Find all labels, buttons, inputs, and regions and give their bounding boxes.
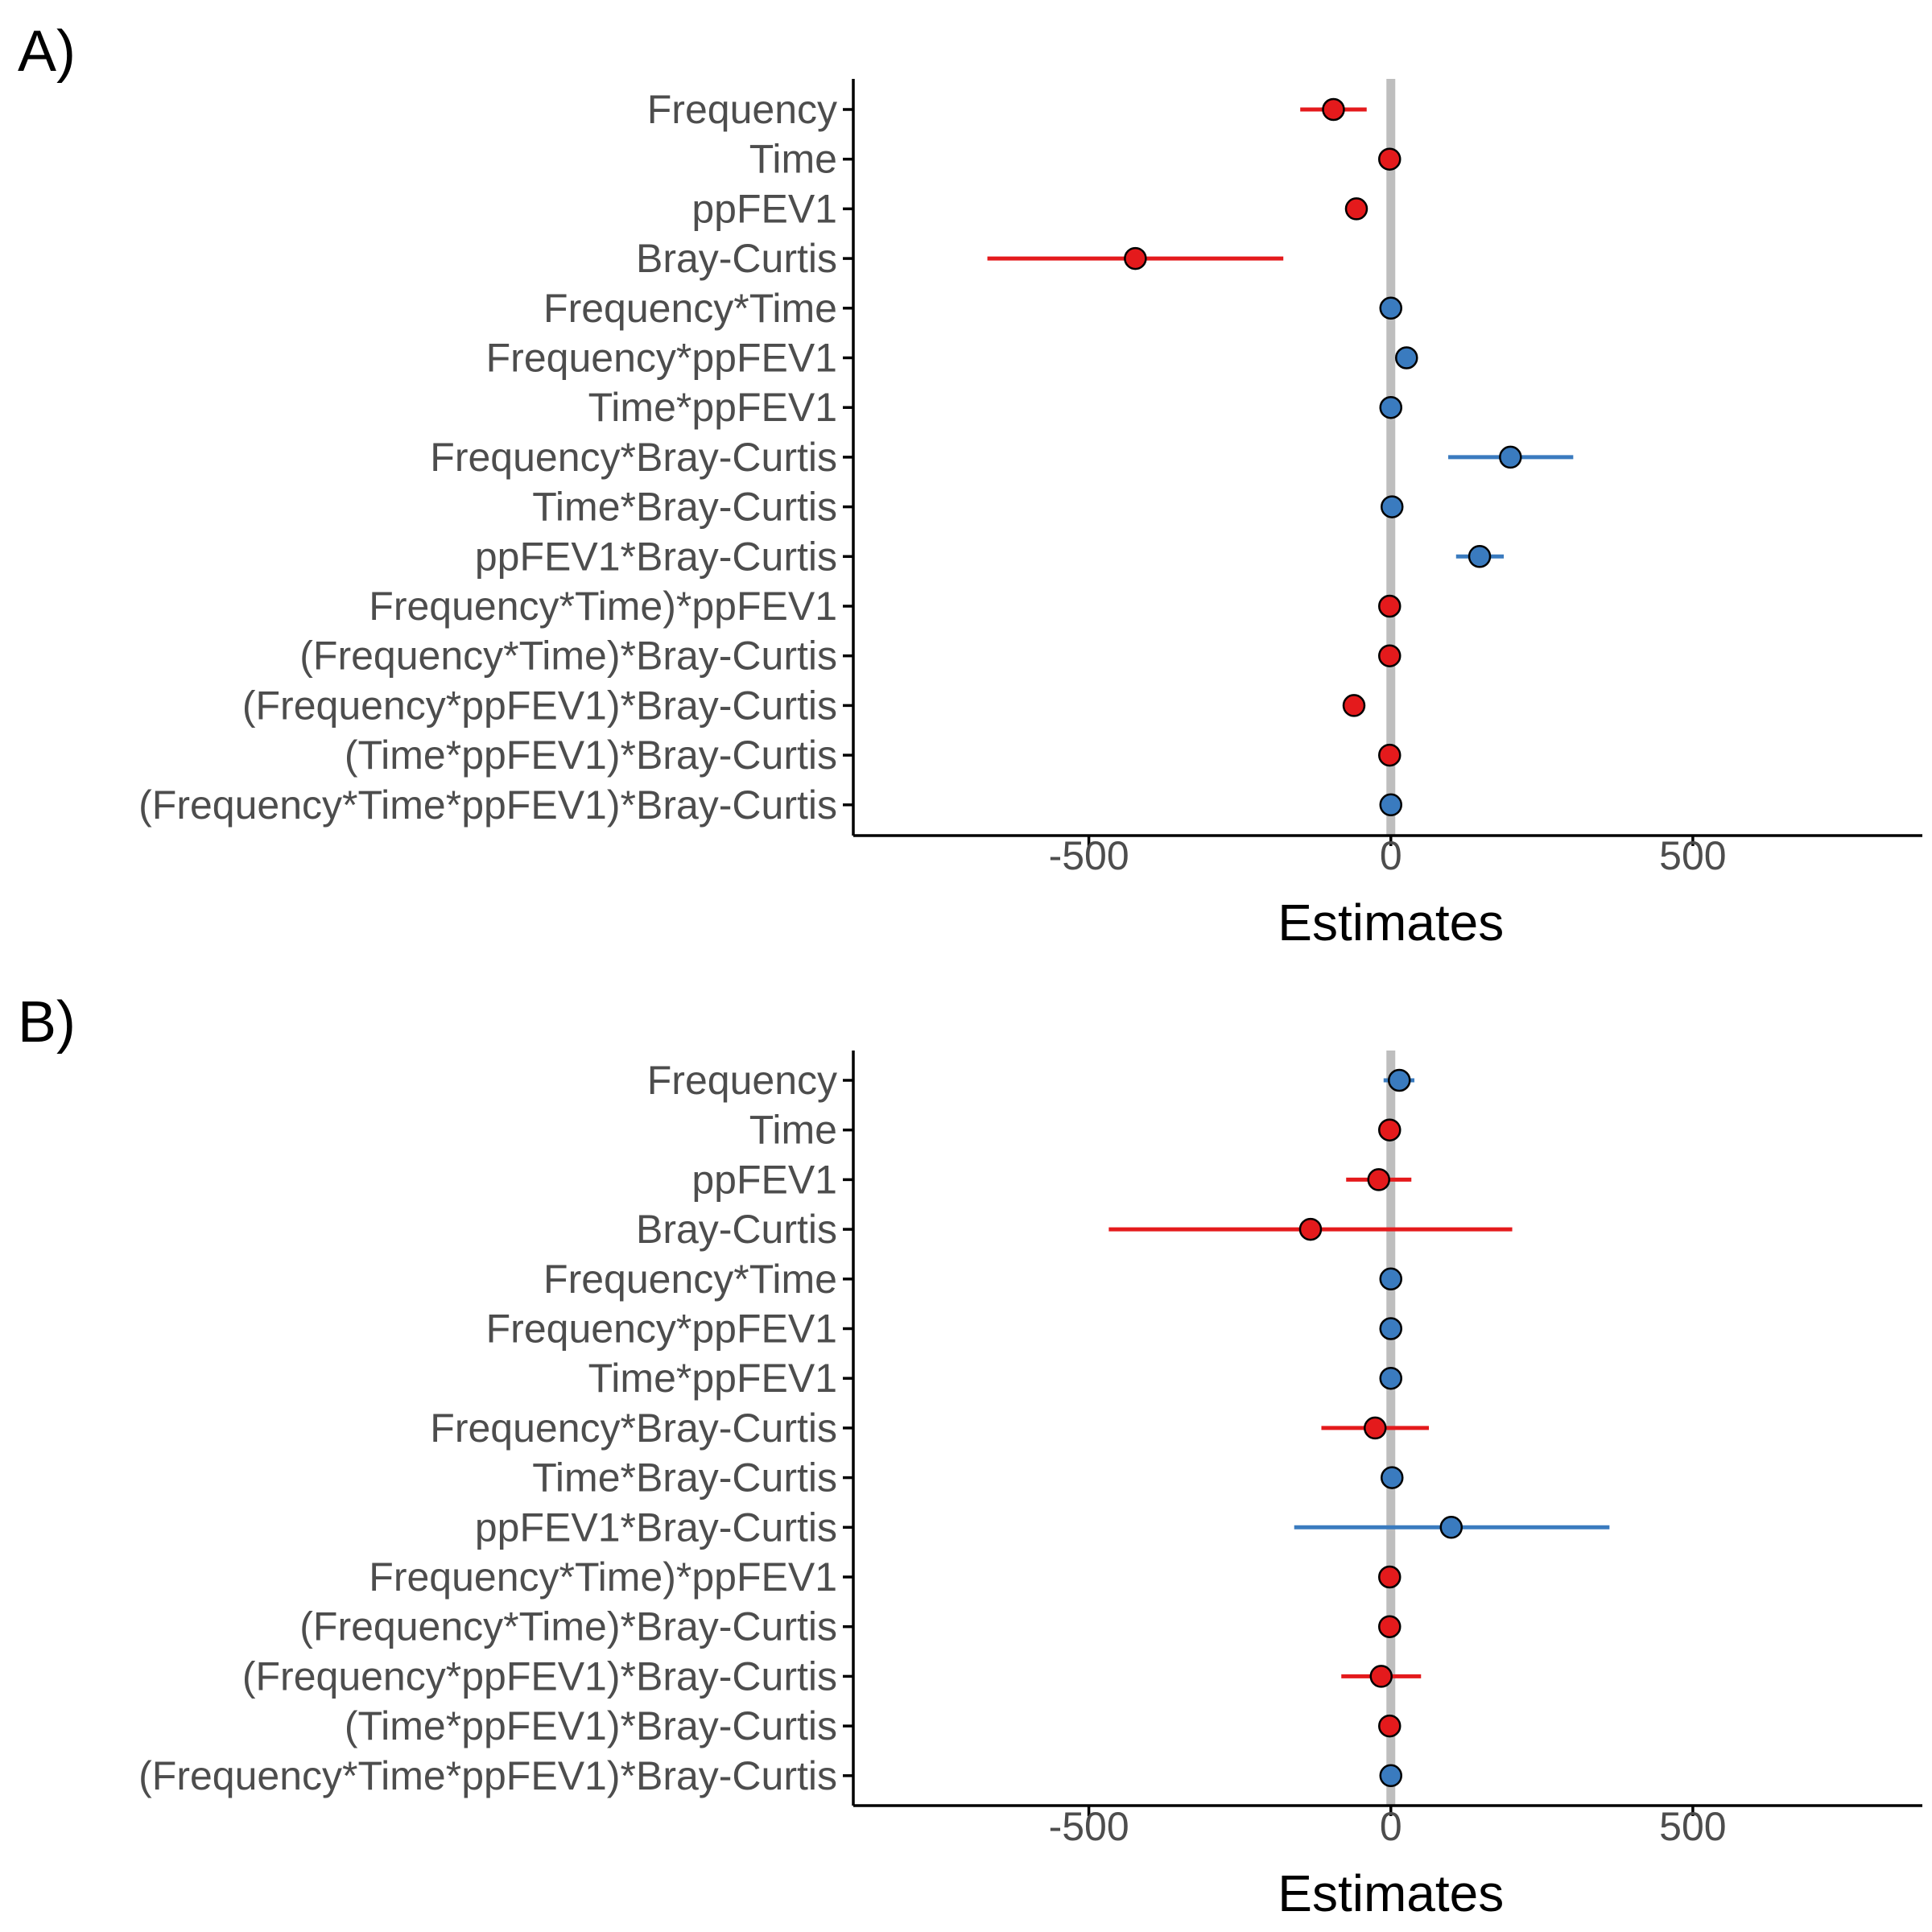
row-label: Frequency*Time)*ppFEV1 bbox=[369, 1554, 837, 1600]
panel-label: A) bbox=[18, 19, 76, 84]
panel-label: B) bbox=[18, 990, 76, 1055]
estimate-point bbox=[1439, 1516, 1463, 1539]
row-label: (Time*ppFEV1)*Bray-Curtis bbox=[345, 733, 837, 778]
row-label: Time*ppFEV1 bbox=[588, 385, 837, 430]
estimate-point bbox=[1379, 1267, 1403, 1291]
row-label: (Time*ppFEV1)*Bray-Curtis bbox=[345, 1703, 837, 1748]
estimate-point bbox=[1395, 346, 1418, 369]
row-label: (Frequency*Time)*Bray-Curtis bbox=[299, 634, 837, 679]
row-label: Bray-Curtis bbox=[636, 1207, 837, 1252]
estimate-point bbox=[1468, 545, 1492, 568]
row-label: Time bbox=[749, 1108, 837, 1153]
estimate-point bbox=[1379, 1764, 1403, 1788]
estimate-point bbox=[1381, 1466, 1404, 1489]
row-label: Frequency*Bray-Curtis bbox=[430, 1406, 837, 1451]
row-label: (Frequency*ppFEV1)*Bray-Curtis bbox=[242, 1653, 837, 1699]
x-axis-title: Estimates bbox=[1278, 1864, 1504, 1922]
x-tick-label: 500 bbox=[1659, 1804, 1726, 1849]
estimate-point bbox=[1378, 644, 1402, 667]
row-label: ppFEV1*Bray-Curtis bbox=[475, 1505, 837, 1550]
estimate-point bbox=[1378, 1118, 1402, 1141]
x-tick-label: -500 bbox=[1049, 833, 1129, 878]
x-tick-label: -500 bbox=[1049, 1804, 1129, 1849]
row-label: Time bbox=[749, 137, 837, 182]
row-label: Frequency bbox=[647, 1058, 837, 1103]
estimate-point bbox=[1379, 793, 1403, 817]
row-label: ppFEV1 bbox=[691, 1157, 837, 1202]
row-label: Frequency*Time bbox=[543, 1257, 837, 1302]
row-label: Frequency*Time)*ppFEV1 bbox=[369, 584, 837, 629]
estimate-point bbox=[1388, 1068, 1411, 1092]
estimate-point bbox=[1379, 296, 1403, 320]
estimate-point bbox=[1378, 743, 1402, 767]
row-label: Frequency bbox=[647, 87, 837, 132]
estimate-point bbox=[1499, 445, 1522, 469]
estimate-point bbox=[1363, 1416, 1387, 1440]
estimate-point bbox=[1379, 1366, 1403, 1390]
row-label: Frequency*ppFEV1 bbox=[486, 336, 837, 381]
row-label: Frequency*Bray-Curtis bbox=[430, 435, 837, 480]
x-tick-label: 0 bbox=[1380, 833, 1402, 878]
row-label: (Frequency*Time*ppFEV1)*Bray-Curtis bbox=[138, 782, 837, 828]
estimate-point bbox=[1379, 1317, 1403, 1340]
row-label: Bray-Curtis bbox=[636, 236, 837, 281]
estimate-point bbox=[1381, 495, 1404, 518]
row-label: ppFEV1 bbox=[691, 186, 837, 231]
row-label: (Frequency*Time*ppFEV1)*Bray-Curtis bbox=[138, 1753, 837, 1798]
estimate-point bbox=[1378, 147, 1402, 171]
row-label: (Frequency*ppFEV1)*Bray-Curtis bbox=[242, 683, 837, 728]
estimate-point bbox=[1124, 246, 1147, 270]
estimate-point bbox=[1378, 1565, 1402, 1589]
estimate-point bbox=[1322, 97, 1345, 122]
estimate-point bbox=[1367, 1168, 1390, 1191]
estimate-point bbox=[1344, 197, 1368, 221]
x-axis-title: Estimates bbox=[1278, 894, 1504, 952]
estimate-point bbox=[1298, 1217, 1323, 1241]
estimate-point bbox=[1369, 1665, 1393, 1688]
estimate-point bbox=[1378, 594, 1402, 618]
x-tick-label: 500 bbox=[1659, 833, 1726, 878]
row-label: Frequency*ppFEV1 bbox=[486, 1307, 837, 1352]
row-label: ppFEV1*Bray-Curtis bbox=[475, 534, 837, 579]
estimate-point bbox=[1342, 694, 1366, 717]
row-label: Time*Bray-Curtis bbox=[532, 485, 837, 530]
row-label: Time*Bray-Curtis bbox=[532, 1455, 837, 1501]
estimate-point bbox=[1378, 1714, 1402, 1738]
x-tick-label: 0 bbox=[1380, 1804, 1402, 1849]
row-label: Frequency*Time bbox=[543, 286, 837, 331]
estimate-point bbox=[1379, 395, 1403, 419]
row-label: (Frequency*Time)*Bray-Curtis bbox=[299, 1604, 837, 1649]
row-label: Time*ppFEV1 bbox=[588, 1356, 837, 1401]
estimate-point bbox=[1378, 1615, 1402, 1638]
